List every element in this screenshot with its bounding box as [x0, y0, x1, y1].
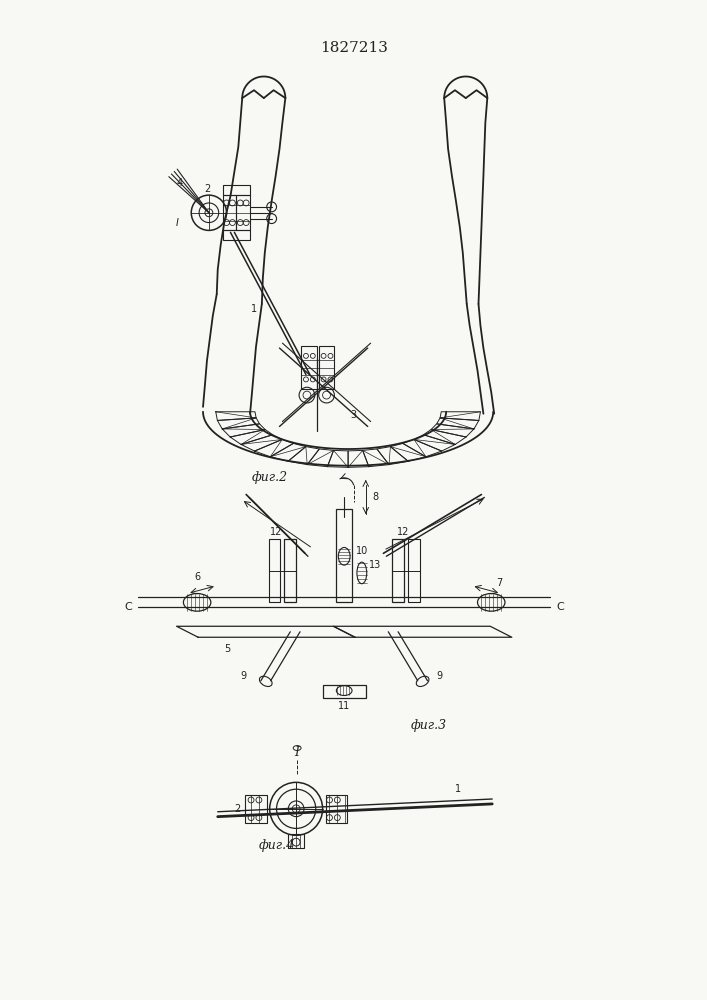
Bar	[288, 834, 304, 848]
Text: 9: 9	[240, 671, 246, 681]
Text: 2: 2	[234, 804, 240, 814]
Bar	[245, 795, 267, 823]
Bar	[337, 509, 352, 602]
Bar	[269, 539, 281, 602]
Text: фиг.2: фиг.2	[252, 471, 288, 484]
Bar	[223, 230, 250, 240]
Text: 1: 1	[455, 784, 461, 794]
Text: C: C	[556, 602, 563, 612]
Text: фиг.4: фиг.4	[259, 839, 295, 852]
Text: 8: 8	[373, 492, 379, 502]
Bar	[301, 346, 317, 389]
Bar	[223, 185, 250, 195]
Text: 11: 11	[338, 701, 350, 711]
Text: фиг.3: фиг.3	[411, 719, 447, 732]
Bar	[236, 195, 250, 230]
Bar	[223, 195, 236, 230]
Text: 12: 12	[270, 527, 283, 537]
Bar	[319, 346, 334, 389]
Text: 6: 6	[194, 572, 200, 582]
Bar	[392, 539, 404, 602]
Text: 7: 7	[496, 578, 502, 588]
Text: 4: 4	[177, 178, 182, 188]
Text: 3: 3	[350, 410, 356, 420]
Text: 1: 1	[251, 304, 257, 314]
Text: 1827213: 1827213	[320, 41, 388, 55]
Text: 9: 9	[436, 671, 443, 681]
Text: 13: 13	[370, 560, 382, 570]
Bar	[284, 539, 296, 602]
Text: 5: 5	[224, 644, 230, 654]
Text: 10: 10	[356, 546, 368, 556]
Text: 12: 12	[397, 527, 409, 537]
Text: C: C	[124, 602, 132, 612]
Bar	[322, 685, 366, 698]
Text: I: I	[176, 218, 179, 228]
Bar	[408, 539, 420, 602]
Text: I: I	[295, 746, 300, 759]
Bar	[325, 795, 347, 823]
Text: 2: 2	[204, 184, 210, 194]
